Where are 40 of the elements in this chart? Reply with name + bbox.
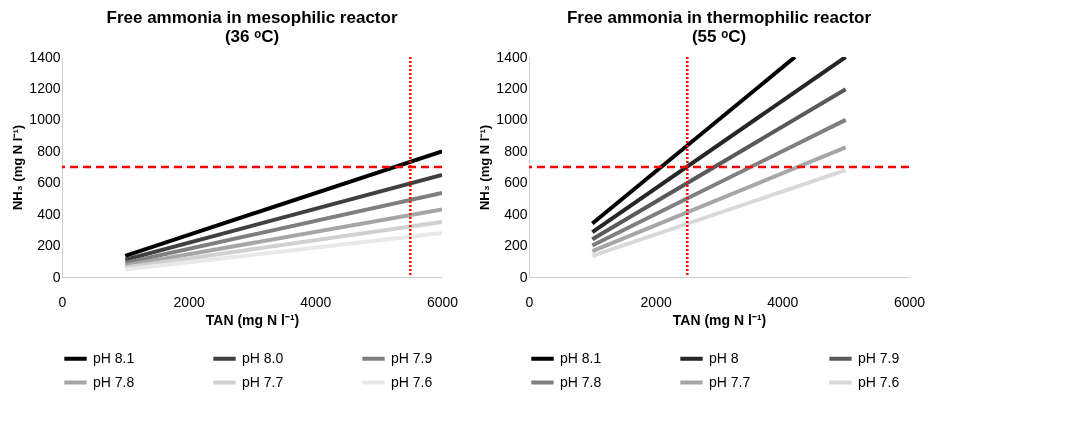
x-tick-label: 4000 — [767, 293, 799, 310]
y-axis-title: NH₃ (mg N l⁻¹) — [10, 124, 26, 211]
y-tick-label: 1200 — [496, 79, 528, 96]
chart-title: Free ammonia in mesophilic reactor (36 ᵒC) — [106, 8, 398, 46]
legend-label: pH 8 — [709, 349, 739, 366]
y-tick-label: 800 — [37, 142, 61, 159]
legend-label: pH 7.9 — [391, 349, 433, 366]
y-tick-label: 1400 — [496, 48, 528, 65]
x-tick-label: 2000 — [173, 293, 205, 310]
y-tick-label: 1400 — [29, 48, 61, 65]
y-axis-title: NH₃ (mg N l⁻¹) — [477, 124, 493, 211]
y-tick-label: 400 — [37, 205, 61, 222]
legend-label: pH 7.9 — [858, 349, 900, 366]
y-tick-label: 200 — [37, 237, 61, 254]
legend-label: pH 7.8 — [93, 373, 135, 390]
x-tick-label: 2000 — [640, 293, 672, 310]
y-tick-label: 1000 — [496, 111, 528, 128]
legend-label: pH 7.7 — [709, 373, 751, 390]
y-tick-label: 600 — [37, 174, 61, 191]
y-tick-label: 1000 — [29, 111, 61, 128]
legend-label: pH 8.1 — [93, 349, 135, 366]
legend-label: pH 7.6 — [391, 373, 433, 390]
legend-label: pH 8.0 — [242, 349, 284, 366]
y-tick-label: 800 — [504, 142, 528, 159]
x-tick-label: 6000 — [426, 293, 459, 310]
legend-label: pH 7.7 — [242, 373, 284, 390]
y-tick-label: 400 — [504, 205, 528, 222]
y-tick-label: 200 — [504, 237, 528, 254]
y-tick-label: 600 — [504, 174, 528, 191]
y-tick-label: 0 — [52, 268, 61, 285]
x-axis-title: TAN (mg N l⁻¹) — [672, 311, 767, 328]
legend-label: pH 7.6 — [858, 373, 900, 390]
chart-title: Free ammonia in thermophilic reactor (55 ᵒC) — [566, 8, 872, 46]
legend-label: pH 7.8 — [560, 373, 602, 390]
x-tick-label: 6000 — [893, 293, 926, 310]
x-axis-title: TAN (mg N l⁻¹) — [205, 311, 300, 328]
legend-label: pH 8.1 — [560, 349, 602, 366]
x-tick-label: 4000 — [300, 293, 332, 310]
y-tick-label: 0 — [519, 268, 528, 285]
y-tick-label: 1200 — [29, 79, 61, 96]
